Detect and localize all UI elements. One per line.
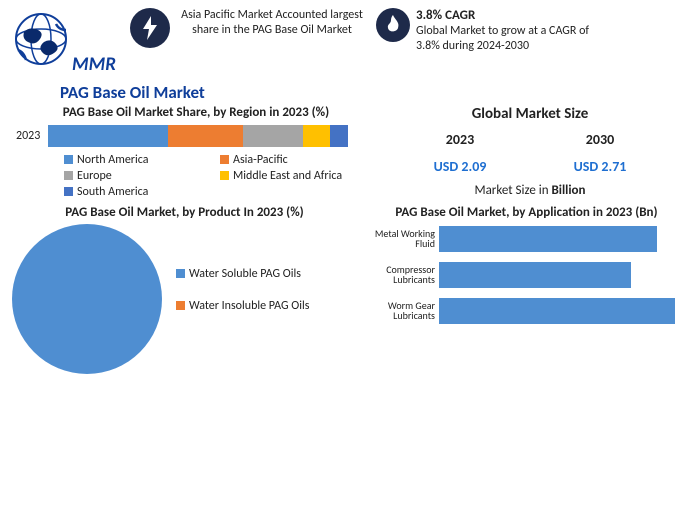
legend-label: Water Insoluble PAG Oils <box>189 299 309 313</box>
pie-chart <box>12 224 162 374</box>
gs-year-a: 2023 <box>446 131 474 148</box>
legend-item: Middle East and Africa <box>220 169 376 183</box>
product-chart: PAG Base Oil Market, by Product In 2023 … <box>12 205 357 375</box>
app-bar-row: Metal Working Fluid <box>367 226 686 252</box>
product-chart-title: PAG Base Oil Market, by Product In 2023 … <box>12 205 357 221</box>
application-chart-title: PAG Base Oil Market, by Application in 2… <box>367 205 686 221</box>
legend-item: Europe <box>64 169 220 183</box>
share-seg-europe <box>243 125 303 147</box>
app-bar-label: Metal Working Fluid <box>367 229 439 250</box>
application-chart: PAG Base Oil Market, by Application in 2… <box>367 205 686 375</box>
legend-label: North America <box>77 153 148 167</box>
app-bar-track <box>439 298 686 324</box>
gs-note: Market Size in Billion <box>390 183 670 198</box>
legend-label: Water Soluble PAG Oils <box>189 267 301 281</box>
app-bar <box>439 298 675 324</box>
gs-val-a: USD 2.09 <box>434 158 487 175</box>
legend-item: North America <box>64 153 220 167</box>
share-seg-north-america <box>48 125 168 147</box>
app-bar-label: Worm Gear Lubricants <box>367 301 439 322</box>
app-bar-track <box>439 262 686 288</box>
callout-asia-pacific: Asia Pacific Market Accounted largest sh… <box>130 8 368 48</box>
callout-cagr-text: 3.8% CAGR Global Market to grow at a CAG… <box>416 8 606 54</box>
swatch-icon <box>220 155 229 164</box>
legend-label: Asia-Pacific <box>233 153 288 167</box>
legend-label: Middle East and Africa <box>233 169 342 183</box>
share-legend: North America Asia-Pacific Europe Middle Ea… <box>64 153 376 199</box>
share-seg-asia-pacific <box>168 125 243 147</box>
swatch-icon <box>64 187 73 196</box>
lightning-icon <box>130 8 170 48</box>
share-seg-south-america <box>330 125 348 147</box>
app-bar-label: Compressor Lubricants <box>367 265 439 286</box>
app-bars: Metal Working Fluid Compressor Lubricants… <box>367 226 686 324</box>
page-title: PAG Base Oil Market <box>60 82 698 103</box>
legend-item: South America <box>64 185 220 199</box>
logo-text: MMR <box>72 53 116 76</box>
cagr-head: 3.8% CAGR <box>416 8 475 23</box>
swatch-icon <box>64 155 73 164</box>
global-size-block: Global Market Size 2023 2030 USD 2.09 US… <box>390 105 670 199</box>
callout-asia-text: Asia Pacific Market Accounted largest sh… <box>176 8 368 38</box>
legend-item: Water Soluble PAG Oils <box>176 267 309 281</box>
share-chart: PAG Base Oil Market Share, by Region in … <box>16 105 376 199</box>
swatch-icon <box>176 269 185 278</box>
gs-val-b: USD 2.71 <box>574 158 627 175</box>
share-chart-title: PAG Base Oil Market Share, by Region in … <box>16 105 376 121</box>
share-seg-middle-east-and-africa <box>303 125 330 147</box>
app-bar <box>439 226 657 252</box>
legend-label: Europe <box>77 169 112 183</box>
stacked-bar <box>48 125 348 147</box>
pie-legend: Water Soluble PAG Oils Water Insoluble PA… <box>176 267 309 331</box>
app-bar <box>439 262 631 288</box>
app-bar-track <box>439 226 686 252</box>
callout-cagr: 3.8% CAGR Global Market to grow at a CAG… <box>376 8 606 54</box>
global-size-title: Global Market Size <box>390 105 670 123</box>
globe-icon <box>10 8 72 70</box>
app-bar-row: Worm Gear Lubricants <box>367 298 686 324</box>
swatch-icon <box>220 171 229 180</box>
swatch-icon <box>176 301 185 310</box>
share-row-label: 2023 <box>16 129 40 143</box>
swatch-icon <box>64 171 73 180</box>
flame-icon <box>376 8 410 42</box>
legend-item: Water Insoluble PAG Oils <box>176 299 309 313</box>
legend-label: South America <box>77 185 148 199</box>
app-bar-row: Compressor Lubricants <box>367 262 686 288</box>
gs-year-b: 2030 <box>586 131 614 148</box>
cagr-body: Global Market to grow at a CAGR of 3.8% … <box>416 24 589 53</box>
legend-item: Asia-Pacific <box>220 153 376 167</box>
logo: MMR <box>10 8 122 76</box>
